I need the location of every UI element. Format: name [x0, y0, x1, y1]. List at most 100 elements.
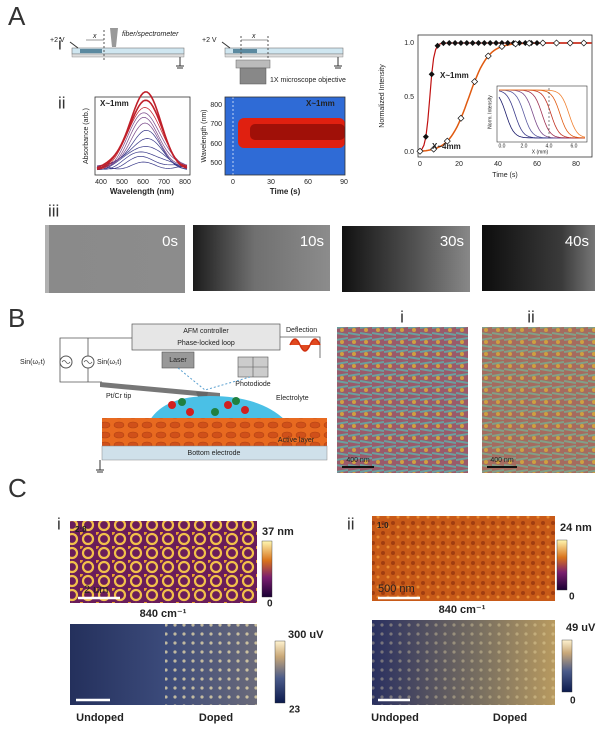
data-point	[416, 147, 424, 155]
panel-c: C i 2:8 2 um 37 nm 0 840 cm⁻¹ 300 uV 23 …	[8, 473, 596, 724]
absorbance-curves	[96, 91, 188, 171]
heatmap	[250, 124, 345, 140]
annotation: X~1mm	[440, 71, 469, 80]
annotation: X~1mm	[100, 99, 129, 108]
scale-label: 500 nm	[378, 583, 415, 595]
setup-diagram	[221, 41, 231, 49]
schematic-label: Pt/Cr tip	[106, 393, 131, 400]
x-axis-label: Wavelength (nm)	[110, 187, 174, 196]
sub-label: ii	[58, 93, 66, 112]
frame-time: 40s	[565, 233, 589, 250]
inset-x-tick: 4.0	[546, 143, 553, 149]
inset-y-label: Norm. Intensity	[487, 95, 493, 129]
x-tick-label: 500	[116, 179, 128, 186]
data-point	[422, 133, 429, 140]
y-tick-label: 600	[210, 141, 222, 148]
sub-label: iii	[48, 201, 59, 220]
y-tick-label: 700	[210, 121, 222, 128]
spectrum-curve	[96, 129, 188, 169]
frame-image	[482, 225, 595, 291]
panel-label: C	[8, 473, 27, 503]
colorbar	[556, 539, 568, 591]
schematic-label: Active layer	[278, 437, 315, 444]
data-point	[580, 39, 588, 47]
x-tick-label: 80	[572, 161, 580, 168]
colorbar	[261, 540, 273, 598]
sub-label: i	[58, 34, 62, 53]
schematic	[211, 408, 219, 416]
x-tick-label: 40	[494, 161, 502, 168]
x-tick-label: 90	[340, 179, 348, 186]
x-tick-label: 600	[137, 179, 149, 186]
kpfm-tint	[482, 327, 595, 473]
schematic	[168, 401, 249, 416]
data-point	[434, 42, 441, 49]
scale-label: 400 nm	[490, 457, 514, 464]
inset-curves	[498, 88, 586, 140]
data-point	[475, 40, 482, 46]
schematic-label: Electrolyte	[276, 395, 309, 402]
colorbar-max: 24 nm	[560, 522, 592, 534]
inset-x-tick: 0.0	[499, 143, 506, 149]
data-point	[452, 40, 459, 47]
schematic-label: Sin(ω₂t)	[20, 359, 45, 366]
data-point	[440, 40, 447, 47]
region-label: Doped	[493, 712, 527, 724]
frame-time: 0s	[162, 233, 178, 250]
frame-time: 10s	[300, 233, 324, 250]
distance-label: x	[92, 33, 97, 40]
colorbar-max: 49 uV	[566, 622, 596, 634]
data-point	[457, 114, 465, 122]
schematic	[96, 460, 104, 473]
schematic	[289, 338, 321, 352]
y-tick-label: 500	[210, 160, 222, 167]
sub-label: i	[57, 514, 61, 533]
x-tick-label: 800	[179, 179, 191, 186]
schematic-label: Sin(ω₁t)	[97, 359, 122, 366]
schematic	[102, 418, 327, 446]
x-tick-label: 400	[95, 179, 107, 186]
inset-x-tick: 6.0	[571, 143, 578, 149]
setup-diagram	[110, 28, 118, 47]
colorbar	[274, 640, 286, 704]
y-tick-label: 0.5	[404, 94, 414, 101]
sub-label: ii	[527, 307, 535, 326]
inset-curve	[499, 89, 586, 138]
spectrum-curve	[96, 91, 188, 169]
panel-label: A	[8, 1, 26, 31]
schematic	[178, 398, 186, 406]
schematic	[59, 323, 328, 473]
x-tick-label: 0	[418, 161, 422, 168]
colorbar-max: 300 uV	[288, 629, 324, 641]
sub-label: i	[400, 307, 404, 326]
wavenumber: 840 cm⁻¹	[439, 604, 486, 616]
data-point	[457, 40, 464, 47]
schematic	[232, 397, 240, 405]
kpfm-image	[482, 327, 595, 473]
colorbar-min: 0	[267, 599, 273, 610]
colorbar	[561, 639, 573, 693]
data-point	[522, 40, 529, 46]
setup-diagram	[69, 41, 79, 49]
panel-b: B AFM controller Phase-locked loop Defle…	[8, 303, 595, 473]
data-point	[428, 71, 435, 78]
panel-a: A i +2 V x fiber/spectrometer +2 V x 1X …	[8, 1, 595, 293]
scale-label: 400 nm	[346, 457, 370, 464]
data-point	[463, 40, 470, 47]
kpfm-image	[337, 327, 468, 473]
schematic	[178, 397, 240, 416]
colorbar-max: 37 nm	[262, 526, 294, 538]
data-point	[443, 137, 451, 145]
setup-diagram	[334, 57, 342, 69]
frame-time: 30s	[440, 233, 464, 250]
x-tick-label: 20	[455, 161, 463, 168]
frame-image	[193, 225, 330, 291]
data-point	[430, 145, 438, 153]
heatmap	[224, 96, 346, 176]
data-point	[469, 40, 476, 46]
data-point	[504, 40, 511, 46]
data-point	[487, 40, 494, 46]
voltage-label: +2 V	[202, 37, 217, 44]
y-tick-label: 1.0	[404, 40, 414, 47]
objective-label: 1X microscope objective	[270, 77, 346, 84]
